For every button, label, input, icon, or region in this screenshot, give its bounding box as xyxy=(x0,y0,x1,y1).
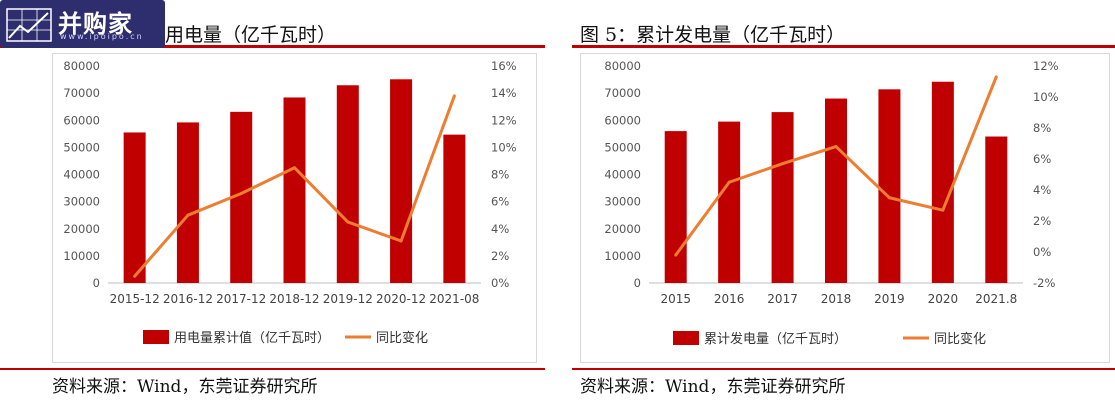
left-axis-tick-label: 10000 xyxy=(604,249,641,263)
watermark-text: 并购家 xyxy=(58,10,133,38)
right-axis-tick-label: 14% xyxy=(491,86,517,100)
right-axis-tick-label: 8% xyxy=(491,168,509,182)
left-axis-tick-label: 60000 xyxy=(604,113,641,127)
right-axis-tick-label: 16% xyxy=(491,59,517,73)
bar xyxy=(718,121,741,283)
line-point xyxy=(293,166,296,170)
right-axis-tick-label: -2% xyxy=(1033,276,1055,290)
legend-label: 同比变化 xyxy=(376,330,428,346)
x-axis-tick-label: 2016 xyxy=(714,292,745,306)
chart-area: 0 10000 20000 30000 40000 50000 60000 70000 8000… xyxy=(580,53,1110,363)
right-axis-tick-label: 0% xyxy=(1033,245,1051,259)
bar xyxy=(771,112,794,283)
x-axis-tick-label: 2018 xyxy=(821,292,852,306)
chart-title: 图 5：累计发电量（亿千瓦时） xyxy=(580,24,846,46)
right-axis-tick-label: 2% xyxy=(491,249,509,263)
left-axis-tick-label: 50000 xyxy=(63,140,100,154)
x-axis-tick-label: 2016-12 xyxy=(163,292,213,306)
legend-label: 用电量累计值（亿千瓦时） xyxy=(174,330,330,346)
right-axis-tick-label: 12% xyxy=(1033,59,1059,73)
line-point xyxy=(887,196,891,200)
line-point xyxy=(941,208,945,212)
left-axis-tick-label: 50000 xyxy=(604,140,641,154)
bar xyxy=(283,97,306,283)
left-axis-tick-label: 40000 xyxy=(604,168,641,182)
line-point xyxy=(994,75,998,79)
source-rule xyxy=(0,368,545,370)
bar xyxy=(176,122,199,283)
x-axis-tick-label: 2017-12 xyxy=(216,292,266,306)
legend-swatch-bar xyxy=(673,331,699,345)
line-point xyxy=(133,274,137,278)
line-point xyxy=(186,213,190,217)
x-axis-tick-label: 2020-12 xyxy=(376,292,426,306)
left-axis-tick-label: 80000 xyxy=(604,59,641,73)
watermark-logo: 并购家 www.ipoipo.cn xyxy=(0,0,165,48)
left-axis-tick-label: 60000 xyxy=(63,113,100,127)
x-axis-tick-label: 2018-12 xyxy=(269,292,319,306)
bar xyxy=(123,132,146,283)
x-axis-tick-label: 2019 xyxy=(874,292,905,306)
legend-label: 累计发电量（亿千瓦时） xyxy=(704,331,847,347)
x-axis-tick-label: 2019-12 xyxy=(323,292,373,306)
title-rule xyxy=(572,45,1115,48)
left-axis-tick-label: 0 xyxy=(93,276,100,290)
watermark-url: www.ipoipo.cn xyxy=(60,32,144,41)
x-axis-tick-label: 2015-12 xyxy=(110,292,160,306)
bar xyxy=(336,85,359,283)
chart-area: 0 10000 20000 30000 40000 50000 60000 70000 8000… xyxy=(52,53,537,363)
left-axis-tick-label: 40000 xyxy=(63,168,100,182)
right-axis-tick-label: 10% xyxy=(1033,90,1059,104)
source-rule xyxy=(572,368,1115,370)
chart-title: 用电量（亿千瓦时） xyxy=(165,24,337,46)
right-axis-tick-label: 6% xyxy=(1033,152,1051,166)
title-rule xyxy=(0,45,545,48)
left-axis-tick-label: 80000 xyxy=(63,59,100,73)
right-axis-tick-label: 8% xyxy=(1033,121,1051,135)
line-point xyxy=(834,145,838,149)
right-axis-tick-label: 6% xyxy=(491,195,509,209)
x-axis-tick-label: 2021-08 xyxy=(429,292,479,306)
right-axis-tick-label: 2% xyxy=(1033,214,1051,228)
legend-label: 同比变化 xyxy=(934,331,986,347)
bar xyxy=(443,134,466,283)
bar xyxy=(664,131,687,283)
left-axis-tick-label: 30000 xyxy=(63,195,100,209)
chart-logo-icon xyxy=(6,8,52,42)
left-axis-tick-label: 10000 xyxy=(63,249,100,263)
line-point xyxy=(399,239,403,243)
chart-svg: 0 10000 20000 30000 40000 50000 60000 70000 8000… xyxy=(63,59,517,346)
right-axis-tick-label: 0% xyxy=(491,276,509,290)
right-axis-tick-label: 10% xyxy=(491,140,517,154)
right-axis-tick-label: 4% xyxy=(491,222,509,236)
right-axis-tick-label: 4% xyxy=(1033,183,1051,197)
left-axis-tick-label: 20000 xyxy=(604,222,641,236)
bar xyxy=(878,89,901,283)
bar xyxy=(825,98,847,283)
line-point xyxy=(239,191,243,195)
right-axis-tick-label: 12% xyxy=(491,113,517,127)
bar xyxy=(230,111,253,283)
bar xyxy=(390,79,413,283)
bar xyxy=(931,81,954,283)
left-axis-tick-label: 30000 xyxy=(604,195,641,209)
x-axis-tick-label: 2021.8 xyxy=(975,292,1017,306)
line-point xyxy=(452,94,456,98)
line-point xyxy=(781,162,785,166)
source-note: 资料来源：Wind，东莞证券研究所 xyxy=(52,377,318,397)
line-point xyxy=(727,180,731,184)
left-axis-tick-label: 70000 xyxy=(604,86,641,100)
bar xyxy=(985,136,1008,283)
legend-swatch-bar xyxy=(143,330,169,344)
chart-svg: 0 10000 20000 30000 40000 50000 60000 70000 8000… xyxy=(604,59,1059,347)
x-axis-tick-label: 2017 xyxy=(767,292,798,306)
line-point xyxy=(674,253,678,257)
x-axis-tick-label: 2015 xyxy=(660,292,691,306)
x-axis-tick-label: 2020 xyxy=(928,292,959,306)
line-point xyxy=(346,220,350,224)
source-note: 资料来源：Wind，东莞证券研究所 xyxy=(580,377,846,397)
left-axis-tick-label: 70000 xyxy=(63,86,100,100)
left-axis-tick-label: 20000 xyxy=(63,222,100,236)
left-axis-tick-label: 0 xyxy=(634,276,641,290)
